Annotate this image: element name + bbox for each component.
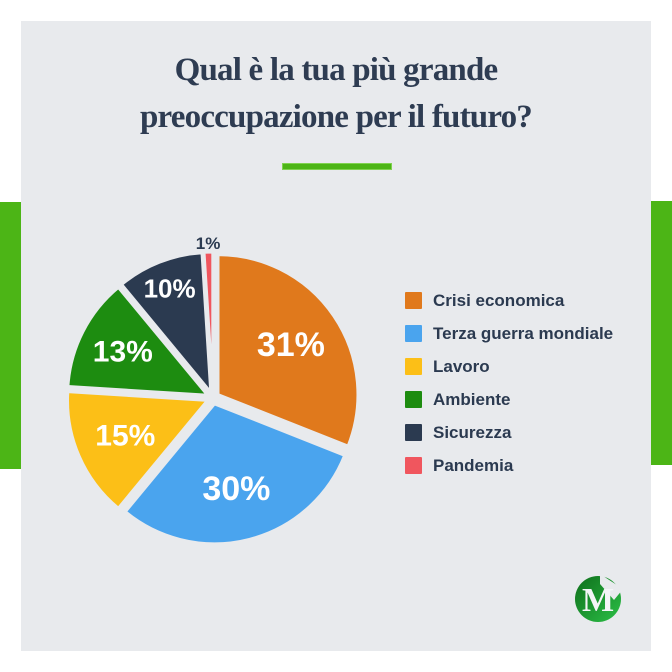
legend-label-lavoro: Lavoro <box>433 357 490 376</box>
title-underline-accent <box>282 163 392 170</box>
title-line-2: preoccupazione per il futuro? <box>139 99 533 135</box>
legend-swatch-sicurezza <box>405 424 422 441</box>
pie-slice-crisi-economica <box>216 253 360 448</box>
pie-slice-pandemia <box>202 250 215 394</box>
chart-legend: Crisi economica Terza guerra mondiale Lavo… <box>405 292 613 474</box>
page-title: Qual è la tua più grande preoccupazione … <box>21 47 651 141</box>
legend-swatch-ambiente <box>405 391 422 408</box>
pie-value-label-sicurezza: 10% <box>144 273 196 303</box>
legend-swatch-crisi-economica <box>405 292 422 309</box>
title-line-1: Qual è la tua più grande <box>174 52 499 88</box>
legend-item-ambiente: Ambiente <box>405 391 613 408</box>
card-background: Qual è la tua più grande preoccupazione … <box>21 21 651 651</box>
legend-label-crisi-economica: Crisi economica <box>433 291 565 310</box>
legend-swatch-lavoro <box>405 358 422 375</box>
legend-label-pandemia: Pandemia <box>433 456 514 475</box>
right-accent-bar <box>651 201 672 465</box>
brand-logo: M <box>575 575 622 622</box>
pie-value-label-ambiente: 13% <box>93 336 153 369</box>
pie-slice-terza-guerra-mondiale <box>123 402 347 546</box>
pie-slice-sicurezza <box>120 251 213 394</box>
legend-item-crisi-economica: Crisi economica <box>405 292 613 309</box>
legend-label-ambiente: Ambiente <box>433 390 511 409</box>
legend-item-terza-guerra-mondiale: Terza guerra mondiale <box>405 325 613 342</box>
pie-chart: 31% 30% 15% 13% 10% 1% <box>66 234 360 546</box>
pie-slice-lavoro <box>66 390 209 510</box>
pie-value-label-pandemia: 1% <box>196 234 221 253</box>
logo-letter-m: M <box>582 582 614 619</box>
legend-label-sicurezza: Sicurezza <box>433 423 512 442</box>
legend-item-lavoro: Lavoro <box>405 358 613 375</box>
legend-swatch-pandemia <box>405 457 422 474</box>
pie-value-label-crisi-economica: 31% <box>257 326 325 364</box>
legend-label-terza-guerra-mondiale: Terza guerra mondiale <box>433 324 614 343</box>
legend-swatch-terza-guerra-mondiale <box>405 325 422 342</box>
legend-item-pandemia: Pandemia <box>405 457 613 474</box>
pie-value-label-terza-guerra-mondiale: 30% <box>202 470 270 508</box>
pie-slice-ambiente <box>66 285 210 397</box>
left-accent-bar <box>0 202 21 469</box>
pie-value-label-lavoro: 15% <box>95 420 155 453</box>
legend-item-sicurezza: Sicurezza <box>405 424 613 441</box>
logo-notch <box>600 575 622 600</box>
